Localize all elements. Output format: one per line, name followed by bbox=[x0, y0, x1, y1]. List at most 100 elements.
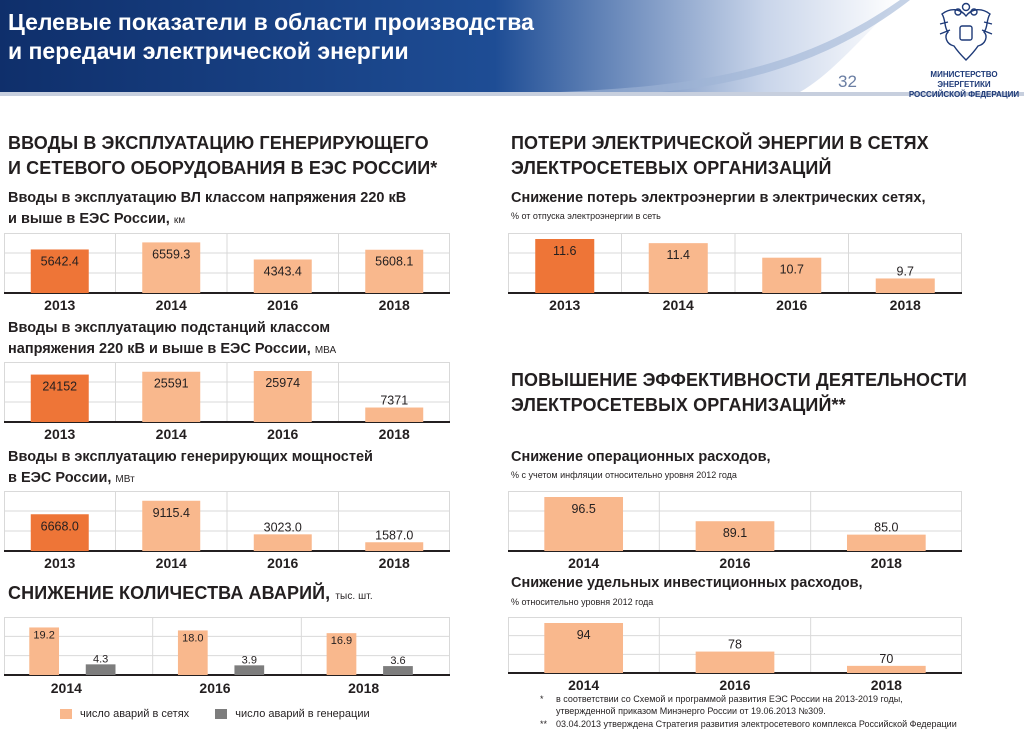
legend-swatch-grid bbox=[60, 709, 72, 720]
data-label: 16.9 bbox=[331, 635, 352, 647]
data-label: 24152 bbox=[42, 380, 77, 394]
footnote-1-line2: утвержденной приказом Минэнерго России о… bbox=[556, 706, 826, 716]
efficiency-section-title-line1: ПОВЫШЕНИЕ ЭФФЕКТИВНОСТИ ДЕЯТЕЛЬНОСТИ bbox=[511, 370, 967, 390]
data-label: 9.7 bbox=[897, 264, 914, 278]
accidents-legend: число аварий в сетях число аварий в гене… bbox=[60, 708, 370, 720]
opex-chart-note: % с учетом инфляции относительно уровня … bbox=[511, 470, 737, 480]
efficiency-section-title-line2: ЭЛЕКТРОСЕТЕВЫХ ОРГАНИЗАЦИЙ** bbox=[511, 395, 846, 415]
tick-label: 2014 bbox=[568, 677, 599, 693]
losses-chart: 11.6 2013 11.4 2014 10.7 2016 9.7 2018 bbox=[508, 233, 962, 313]
bar-highlight bbox=[30, 249, 89, 293]
tick-label: 2013 bbox=[549, 297, 580, 313]
data-label: 11.6 bbox=[553, 244, 576, 258]
legend-swatch-generation bbox=[215, 709, 228, 720]
data-label: 70 bbox=[879, 652, 893, 666]
bar-grid-accidents bbox=[177, 630, 208, 675]
data-label: 85.0 bbox=[874, 521, 898, 535]
data-label: 6668.0 bbox=[41, 519, 79, 533]
bar-highlight bbox=[30, 514, 89, 551]
chart-grid bbox=[4, 617, 450, 676]
data-label: 78 bbox=[728, 638, 742, 652]
data-label: 4.3 bbox=[93, 653, 108, 665]
bar-grid-accidents bbox=[29, 627, 60, 675]
ps-chart: 24152 2013 25591 2014 25974 2016 7371 2018 bbox=[4, 362, 450, 442]
data-label: 10.7 bbox=[780, 263, 804, 277]
tick-label: 2018 bbox=[348, 680, 379, 695]
data-label: 11.4 bbox=[667, 248, 690, 262]
ps-unit: МВА bbox=[314, 345, 337, 356]
bar bbox=[142, 242, 201, 293]
footnote-2-line1: 03.04.2013 утверждена Стратегия развития… bbox=[556, 719, 957, 729]
losses-chart-title: Снижение потерь электроэнергии в электри… bbox=[511, 190, 926, 206]
accidents-unit: тыс. шт. bbox=[335, 591, 373, 602]
left-section-title: ВВОДЫ В ЭКСПЛУАТАЦИЮ ГЕНЕРИРУЮЩЕГО И СЕТ… bbox=[8, 131, 437, 181]
vl-chart-title: Вводы в эксплуатацию ВЛ классом напряжен… bbox=[8, 188, 406, 231]
ministry-name: МИНИСТЕРСТВО ЭНЕРГЕТИКИ РОССИЙСКОЙ ФЕДЕР… bbox=[906, 70, 1022, 100]
data-label: 1587.0 bbox=[375, 528, 413, 542]
bar-generation-accidents bbox=[85, 664, 116, 675]
tick-label: 2016 bbox=[776, 297, 807, 313]
gen-chart-title: Вводы в эксплуатацию генерирующих мощнос… bbox=[8, 447, 373, 490]
vl-title-line1: Вводы в эксплуатацию ВЛ классом напряжен… bbox=[8, 190, 407, 206]
ministry-line2: РОССИЙСКОЙ ФЕДЕРАЦИИ bbox=[908, 90, 1020, 99]
data-label: 3.9 bbox=[242, 654, 257, 666]
vl-chart: 5642.4 2013 6559.3 2014 4343.4 2016 5608.1 2018 bbox=[4, 233, 450, 313]
bar-grid-accidents bbox=[326, 633, 357, 675]
losses-section-title-line1: ПОТЕРИ ЭЛЕКТРИЧЕСКОЙ ЭНЕРГИИ В СЕТЯХ bbox=[511, 133, 929, 153]
bar bbox=[695, 521, 775, 551]
footnote-1-mark: * bbox=[540, 694, 544, 704]
footnote-1: * в соответствии со Схемой и программой … bbox=[540, 693, 903, 717]
gen-unit: МВт bbox=[115, 474, 135, 485]
data-label: 3023.0 bbox=[264, 520, 302, 534]
page-number: 32 bbox=[838, 72, 857, 91]
tick-label: 2018 bbox=[871, 555, 902, 571]
tick-label: 2018 bbox=[871, 677, 902, 693]
data-label: 18.0 bbox=[182, 632, 203, 644]
bar bbox=[544, 623, 624, 673]
accidents-title: СНИЖЕНИЕ КОЛИЧЕСТВА АВАРИЙ, bbox=[8, 583, 331, 603]
tick-label: 2018 bbox=[379, 426, 410, 442]
data-label: 25591 bbox=[154, 377, 189, 391]
bar bbox=[846, 665, 926, 673]
capex-chart: 94 2014 78 2016 70 2018 bbox=[508, 617, 962, 693]
data-label: 3.6 bbox=[390, 655, 405, 667]
bar bbox=[365, 542, 424, 551]
footnote-2-mark: ** bbox=[540, 719, 548, 729]
tick-label: 2014 bbox=[663, 297, 694, 313]
bar bbox=[142, 500, 201, 551]
ministry-line1: МИНИСТЕРСТВО ЭНЕРГЕТИКИ bbox=[930, 70, 998, 89]
legend-label-generation: число аварий в генерации bbox=[235, 708, 370, 720]
bar bbox=[762, 257, 822, 293]
losses-chart-note: % от отпуска электроэнергии в сеть bbox=[511, 211, 661, 221]
tick-label: 2016 bbox=[719, 555, 750, 571]
tick-label: 2018 bbox=[379, 297, 410, 313]
tick-label: 2018 bbox=[890, 297, 921, 313]
tick-label: 2013 bbox=[44, 297, 75, 313]
data-label: 25974 bbox=[265, 376, 300, 390]
footnote-1-line1: в соответствии со Схемой и программой ра… bbox=[556, 694, 903, 704]
page-title-line1: Целевые показатели в области производств… bbox=[8, 9, 534, 35]
losses-section-title: ПОТЕРИ ЭЛЕКТРИЧЕСКОЙ ЭНЕРГИИ В СЕТЯХ ЭЛЕ… bbox=[511, 131, 929, 181]
left-section-title-line1: ВВОДЫ В ЭКСПЛУАТАЦИЮ ГЕНЕРИРУЮЩЕГО bbox=[8, 133, 429, 153]
gen-title-line1: Вводы в эксплуатацию генерирующих мощнос… bbox=[8, 449, 373, 465]
coat-of-arms-icon bbox=[939, 2, 993, 61]
losses-section-title-line2: ЭЛЕКТРОСЕТЕВЫХ ОРГАНИЗАЦИЙ bbox=[511, 158, 832, 178]
opex-chart: 96.5 2014 89.1 2016 85.0 2018 bbox=[508, 491, 962, 571]
tick-label: 2016 bbox=[267, 297, 298, 313]
tick-label: 2016 bbox=[267, 555, 298, 571]
accidents-chart: 19.2 4.3 2014 18.0 3.9 2016 16.9 3.6 2018 bbox=[4, 617, 450, 695]
bar-highlight bbox=[535, 239, 595, 293]
page-title: Целевые показатели в области производств… bbox=[8, 8, 534, 66]
page-title-line2: и передачи электрической энергии bbox=[8, 38, 409, 64]
capex-chart-note: % относительно уровня 2012 года bbox=[511, 597, 654, 607]
bar bbox=[695, 651, 775, 673]
header-banner: Целевые показатели в области производств… bbox=[0, 0, 1024, 99]
bar bbox=[365, 407, 424, 422]
capex-chart-title: Снижение удельных инвестиционных расходо… bbox=[511, 575, 863, 591]
ps-title-line2: напряжения 220 кВ и выше в ЕЭС России, bbox=[8, 341, 311, 357]
bar bbox=[846, 534, 926, 551]
data-label: 7371 bbox=[380, 394, 408, 408]
vl-unit: км bbox=[173, 215, 186, 226]
tick-label: 2014 bbox=[156, 297, 187, 313]
data-label: 19.2 bbox=[33, 629, 54, 641]
